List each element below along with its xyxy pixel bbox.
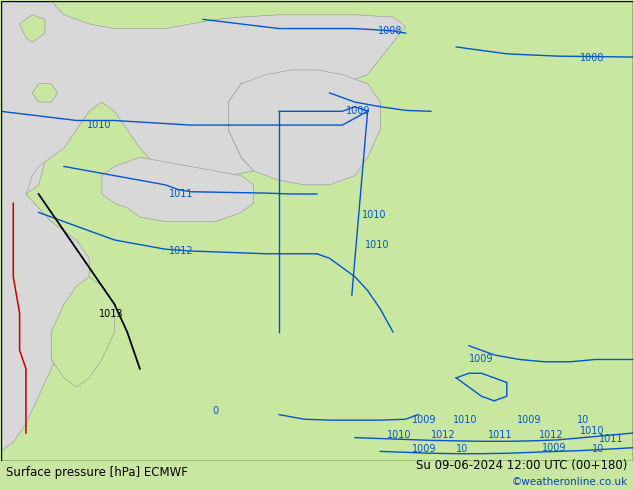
Text: 1008: 1008 — [377, 26, 402, 36]
Text: 1010: 1010 — [86, 120, 111, 130]
Polygon shape — [1, 1, 406, 451]
Text: 1010: 1010 — [387, 430, 411, 441]
Text: Surface pressure [hPa] ECMWF: Surface pressure [hPa] ECMWF — [6, 466, 188, 479]
Text: 10: 10 — [592, 444, 605, 454]
Text: 1012: 1012 — [431, 430, 456, 441]
Polygon shape — [32, 84, 58, 102]
Polygon shape — [102, 157, 254, 221]
Text: 1010: 1010 — [453, 415, 478, 425]
Text: 1009: 1009 — [517, 415, 541, 425]
Text: 1009: 1009 — [412, 415, 437, 425]
Text: 1012: 1012 — [539, 430, 564, 441]
Text: 1010: 1010 — [365, 240, 389, 249]
Text: 1009: 1009 — [542, 443, 567, 453]
Polygon shape — [228, 70, 380, 185]
Text: Su 09-06-2024 12:00 UTC (00+180): Su 09-06-2024 12:00 UTC (00+180) — [417, 459, 628, 472]
Text: 1011: 1011 — [488, 430, 513, 441]
Text: 1008: 1008 — [580, 53, 604, 63]
Text: ©weatheronline.co.uk: ©weatheronline.co.uk — [512, 477, 628, 487]
Text: 1010: 1010 — [580, 426, 604, 436]
Text: 1011: 1011 — [599, 434, 623, 443]
Polygon shape — [20, 15, 45, 42]
Text: 1009: 1009 — [346, 106, 370, 116]
Text: 1009: 1009 — [469, 354, 494, 365]
Text: 10: 10 — [456, 444, 469, 454]
Text: 1013: 1013 — [99, 309, 124, 318]
Text: 1012: 1012 — [169, 246, 193, 256]
Text: 1011: 1011 — [169, 189, 193, 199]
Text: 1009: 1009 — [412, 444, 437, 454]
Polygon shape — [51, 277, 115, 387]
Text: 1010: 1010 — [361, 210, 386, 220]
Polygon shape — [1, 1, 64, 194]
Text: 0: 0 — [212, 406, 219, 416]
Text: 10: 10 — [576, 415, 589, 425]
